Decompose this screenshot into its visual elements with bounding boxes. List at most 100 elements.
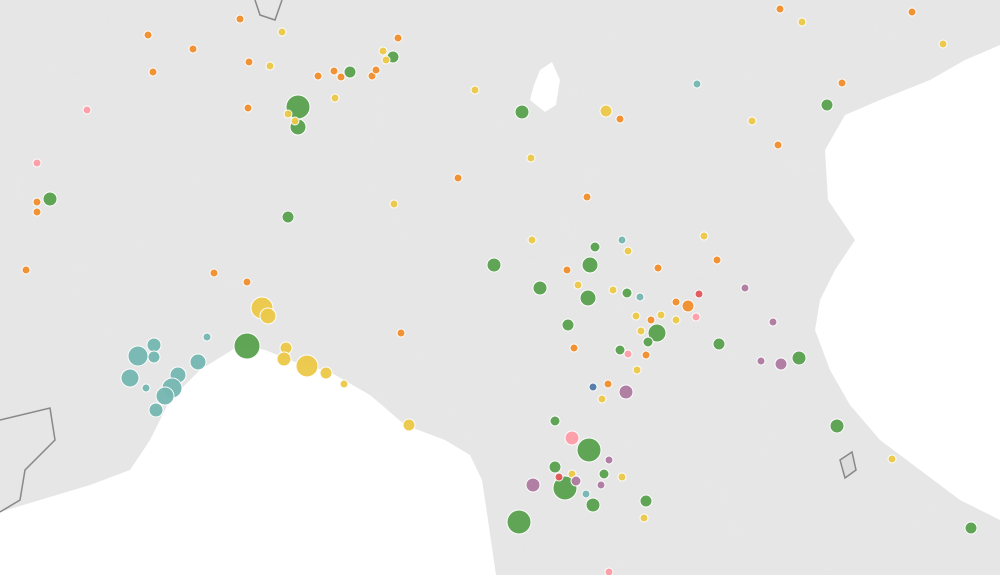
map-marker[interactable] [329,66,339,76]
map-marker[interactable] [694,289,704,299]
map-marker[interactable] [603,379,613,389]
map-marker[interactable] [319,366,333,380]
map-marker[interactable] [402,418,416,432]
map-marker[interactable] [646,315,656,325]
map-marker[interactable] [259,307,277,325]
map-marker[interactable] [691,312,701,322]
map-marker[interactable] [614,344,626,356]
map-marker[interactable] [581,256,599,274]
map-marker[interactable] [635,292,645,302]
map-marker[interactable] [554,472,564,482]
map-marker[interactable] [791,350,807,366]
map-marker[interactable] [393,33,403,43]
map-marker[interactable] [396,328,406,338]
map-marker[interactable] [276,351,292,367]
map-marker[interactable] [747,116,757,126]
map-marker[interactable] [147,350,161,364]
map-marker[interactable] [82,105,92,115]
map-marker[interactable] [631,311,641,321]
map-marker[interactable] [548,460,562,474]
map-marker[interactable] [768,317,778,327]
map-marker[interactable] [599,104,613,118]
map-marker[interactable] [829,418,845,434]
map-marker[interactable] [525,477,541,493]
map-marker[interactable] [569,343,579,353]
map-marker[interactable] [381,55,391,65]
map-marker[interactable] [330,93,340,103]
map-marker[interactable] [588,382,598,392]
map-marker[interactable] [470,85,480,95]
map-marker[interactable] [42,191,58,207]
map-marker[interactable] [573,280,583,290]
map-marker[interactable] [617,472,627,482]
map-marker[interactable] [639,494,653,508]
map-marker[interactable] [148,402,164,418]
map-marker[interactable] [120,368,140,388]
map-marker[interactable] [647,323,667,343]
map-marker[interactable] [143,30,153,40]
map-marker[interactable] [964,521,978,535]
map-marker[interactable] [532,280,548,296]
map-marker[interactable] [773,140,783,150]
map-marker[interactable] [486,257,502,273]
map-marker[interactable] [148,67,158,77]
map-marker[interactable] [549,415,561,427]
map-marker[interactable] [277,27,287,37]
map-marker[interactable] [202,332,212,342]
map-marker[interactable] [692,79,702,89]
map-marker[interactable] [265,61,275,71]
map-marker[interactable] [604,455,614,465]
map-marker[interactable] [295,354,319,378]
map-marker[interactable] [453,173,463,183]
map-marker[interactable] [598,468,610,480]
map-marker[interactable] [837,78,847,88]
map-marker[interactable] [189,353,207,371]
map-marker[interactable] [155,386,175,406]
map-marker[interactable] [564,430,580,446]
map-marker[interactable] [339,379,349,389]
map-marker[interactable] [389,199,399,209]
map-marker[interactable] [32,207,42,217]
map-marker[interactable] [681,299,695,313]
map-marker[interactable] [141,383,151,393]
map-marker[interactable] [188,44,198,54]
map-marker[interactable] [740,283,750,293]
map-marker[interactable] [290,116,300,126]
map-marker[interactable] [636,326,646,336]
map-marker[interactable] [653,263,663,273]
map-marker[interactable] [244,57,254,67]
map-marker[interactable] [608,285,618,295]
map-marker[interactable] [656,310,666,320]
map-marker[interactable] [561,318,575,332]
map-marker[interactable] [579,289,597,307]
map-marker[interactable] [21,265,31,275]
map-marker[interactable] [597,394,607,404]
map-marker[interactable] [639,513,649,523]
map-marker[interactable] [582,192,592,202]
map-marker[interactable] [527,235,537,245]
map-marker[interactable] [632,365,642,375]
map-marker[interactable] [641,350,651,360]
map-marker[interactable] [378,46,388,56]
map-marker[interactable] [514,104,530,120]
map-marker[interactable] [146,337,162,353]
map-marker[interactable] [313,71,323,81]
map-marker[interactable] [243,103,253,113]
map-marker[interactable] [621,287,633,299]
map-marker[interactable] [581,489,591,499]
map-marker[interactable] [623,246,633,256]
map-marker[interactable] [32,197,42,207]
map-marker[interactable] [506,509,532,535]
map-marker[interactable] [887,454,897,464]
map-marker[interactable] [712,255,722,265]
map-marker[interactable] [617,235,627,245]
map-marker[interactable] [32,158,42,168]
map-marker[interactable] [775,4,785,14]
map-marker[interactable] [938,39,948,49]
map-marker[interactable] [283,109,293,119]
map-marker[interactable] [209,268,219,278]
map-marker[interactable] [526,153,536,163]
map-marker[interactable] [596,480,606,490]
map-marker[interactable] [589,241,601,253]
map-marker[interactable] [336,72,346,82]
